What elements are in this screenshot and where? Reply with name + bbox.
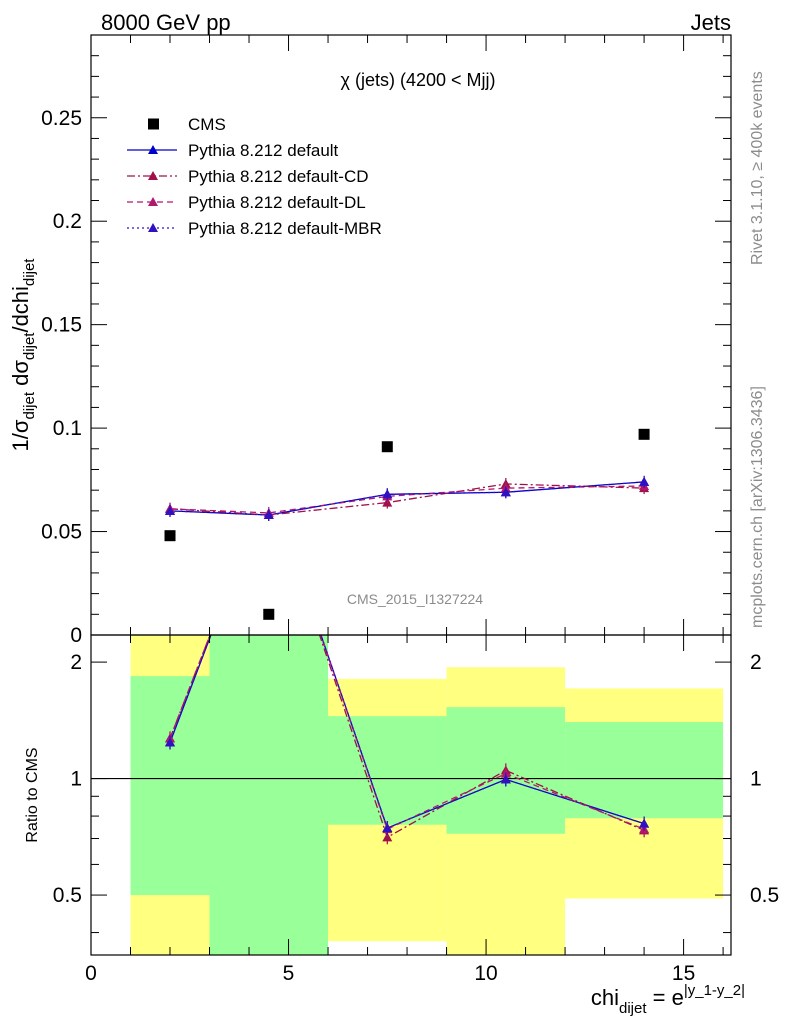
header-left: 8000 GeV pp (101, 10, 231, 35)
band-inner-1 (209, 635, 329, 955)
point-mbr-4 (639, 476, 650, 486)
legend: CMS Pythia 8.212 default Pythia 8.212 defa… (127, 115, 382, 238)
cms-point-0 (164, 530, 176, 542)
legend-label-default: Pythia 8.212 default (188, 141, 339, 160)
cms-point-4 (638, 428, 650, 440)
main-y-tick-label-zero: 0 (70, 624, 82, 647)
header-right: Jets (691, 10, 731, 35)
ratio-y-tick-label-left-0: 0.5 (53, 884, 82, 907)
plot-title: χ (jets) (4200 < Mjj) (341, 70, 496, 90)
ratio-point-default-1 (264, 478, 274, 487)
axes: 0 5 10 15 0.05 0.1 0.15 0.2 0.25 0 0.5 0.5 1 1 2 2 (41, 34, 779, 985)
point-mbr-3 (500, 487, 511, 497)
legend-label-cd: Pythia 8.212 default-CD (188, 167, 369, 186)
legend-label-cms: CMS (188, 115, 226, 134)
ratio-y-tick-label-left-1: 1 (70, 768, 82, 791)
point-mbr-2 (382, 489, 393, 499)
line-dl (169, 485, 645, 514)
x-axis-label: chidijet = e|y_1-y_2| (591, 982, 745, 1017)
watermark: CMS_2015_I1327224 (347, 591, 483, 607)
x-tick-label-0: 0 (85, 962, 97, 985)
ratio-y-tick-label-right-2: 2 (750, 651, 762, 674)
legend-label-dl: Pythia 8.212 default-DL (188, 193, 366, 212)
main-y-tick-label-0: 0.05 (41, 521, 82, 544)
ratio-y-tick-label-left-2: 2 (70, 651, 82, 674)
legend-marker-cd (148, 171, 158, 180)
point-mbr-1 (263, 510, 274, 519)
legend-marker-cms (148, 118, 159, 130)
ratio-point-mbr-1 (264, 478, 274, 487)
ratio-y-tick-label-right-1: 1 (750, 768, 762, 791)
main-y-tick-label-2: 0.15 (41, 314, 82, 337)
x-tick-label-2: 10 (474, 962, 497, 985)
main-y-axis-label: 1/σdijet dσdijet/dchidijet (8, 258, 38, 452)
mcplots-label: mcplots.cern.ch [arXiv:1306.3436] (749, 386, 766, 628)
band-inner-2 (328, 716, 447, 825)
main-content (164, 428, 650, 620)
band-inner-4 (565, 722, 724, 819)
legend-marker-mbr (148, 223, 158, 232)
x-tick-label-1: 5 (283, 962, 295, 985)
ratio-point-cd-2 (382, 832, 393, 842)
ratio-point-dl-1 (264, 478, 274, 487)
ratio-frame (90, 634, 732, 956)
line-cd (169, 483, 645, 516)
ratio-content (91, 478, 731, 845)
ratio-point-mbr-0 (165, 737, 176, 747)
ratio-point-mbr-3 (500, 774, 511, 784)
main-frame (90, 34, 732, 636)
main-y-tick-label-3: 0.2 (53, 210, 82, 233)
ratio-bands (130, 635, 724, 955)
rivet-label: Rivet 3.1.10, ≥ 400k events (749, 71, 766, 265)
line-mbr (169, 481, 645, 516)
band-inner-0 (130, 676, 210, 896)
main-y-tick-label-1: 0.1 (53, 417, 82, 440)
legend-marker-default (148, 145, 158, 154)
x-tick-label-3: 15 (672, 962, 695, 985)
ratio-point-cd-1 (264, 478, 274, 487)
legend-marker-dl (148, 197, 158, 206)
legend-label-mbr: Pythia 8.212 default-MBR (188, 219, 382, 238)
ratio-point-mbr-4 (639, 818, 650, 828)
cms-point-1 (263, 608, 275, 620)
ratio-y-axis-label: Ratio to CMS (24, 747, 41, 842)
ratio-y-tick-label-right-0: 0.5 (750, 884, 779, 907)
cms-point-2 (381, 441, 393, 453)
point-mbr-0 (165, 505, 176, 515)
main-y-tick-label-4: 0.25 (41, 107, 82, 130)
ratio-point-mbr-2 (382, 823, 393, 833)
